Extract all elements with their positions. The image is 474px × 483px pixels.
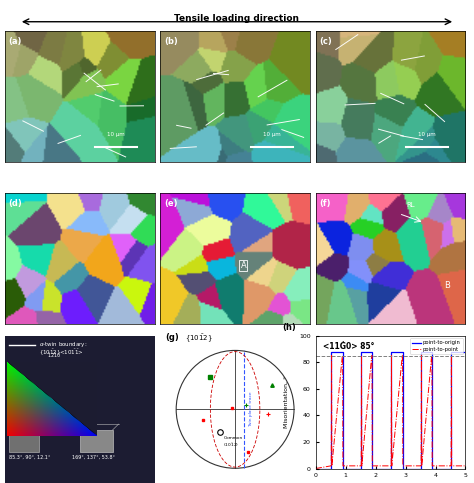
point-to-origin [400,466,405,471]
Text: 10 μm: 10 μm [108,131,125,137]
point-to-point [313,466,319,471]
point-to-origin [388,466,394,471]
Y-axis label: Misorientation, °: Misorientation, ° [284,376,289,428]
point-to-point [388,463,394,469]
Text: $\alpha$-twin boundary:: $\alpha$-twin boundary: [39,340,88,349]
point-to-point [449,463,455,469]
point-to-point [429,463,435,469]
Text: (c): (c) [319,37,332,46]
point-to-point [340,463,346,469]
Text: 85.3°, 90°, 12.1°: 85.3°, 90°, 12.1° [9,455,51,460]
point-to-point [400,463,406,469]
point-to-point [400,353,405,358]
Text: <11Ġ0> 85°: <11Ġ0> 85° [323,342,374,351]
Line: point-to-point: point-to-point [316,355,465,469]
point-to-origin [418,466,424,471]
Text: B: B [444,281,450,290]
point-to-point [401,463,406,469]
point-to-point [429,353,435,358]
point-to-origin [369,466,375,471]
Text: A: A [240,261,246,270]
point-to-point [448,353,454,358]
point-to-point [389,353,394,358]
point-to-origin [358,466,364,471]
Text: Common
(10$\bar{1}$2): Common (10$\bar{1}$2) [223,437,243,450]
Text: (d): (d) [9,199,22,208]
point-to-origin [358,349,364,355]
point-to-point [419,463,425,469]
point-to-origin [369,349,375,355]
Text: $\bar{1}$2$\bar{1}$0: $\bar{1}$2$\bar{1}$0 [47,351,61,360]
point-to-origin [400,349,405,355]
Text: Twin plane trace: Twin plane trace [249,392,253,427]
point-to-point [369,353,374,358]
Text: Twin:: Twin: [80,423,93,428]
point-to-point [340,353,346,358]
point-to-origin [340,349,346,355]
Line: point-to-origin: point-to-origin [316,352,465,469]
point-to-point [329,463,335,469]
Text: 10 μm: 10 μm [419,131,436,137]
Text: Matrix:: Matrix: [9,423,28,428]
point-to-point [339,353,345,358]
point-to-origin [418,349,424,355]
Text: 0001: 0001 [8,409,20,414]
point-to-origin [448,466,454,471]
point-to-origin [448,349,454,355]
Text: (a): (a) [9,37,22,46]
Text: (f): (f) [319,199,331,208]
point-to-point [429,353,435,358]
Text: 169°, 137°, 53.8°: 169°, 137°, 53.8° [72,455,115,460]
point-to-point [340,463,346,469]
FancyBboxPatch shape [9,430,39,452]
point-to-point [359,353,365,358]
point-to-point [359,463,365,469]
Text: 10 μm: 10 μm [263,131,281,137]
point-to-origin [388,349,394,355]
point-to-point [419,353,424,358]
point-to-origin [463,349,468,355]
Text: {10$\bar{1}$2}: {10$\bar{1}$2} [185,332,213,343]
Text: (b): (b) [164,37,178,46]
point-to-point [463,463,468,469]
point-to-point [328,463,334,469]
point-to-point [369,463,375,469]
point-to-origin [340,466,346,471]
Legend: point-to-origin, point-to-point: point-to-origin, point-to-point [410,338,463,354]
Text: (g): (g) [165,333,179,342]
point-to-point [358,463,364,469]
point-to-point [370,463,375,469]
Text: (h): (h) [283,324,296,332]
point-to-origin [313,466,319,471]
Text: {10$\bar{1}$2}<10$\bar{1}\bar{1}$>: {10$\bar{1}$2}<10$\bar{1}\bar{1}$> [39,348,84,357]
point-to-point [418,463,424,469]
FancyBboxPatch shape [80,430,113,452]
point-to-origin [429,466,435,471]
point-to-point [400,353,405,358]
point-to-origin [429,349,435,355]
point-to-point [429,463,435,469]
Text: 01$\bar{1}$0: 01$\bar{1}$0 [58,405,72,413]
Text: Orientation of grain A:: Orientation of grain A: [9,415,68,420]
point-to-point [358,463,364,469]
point-to-point [328,463,334,469]
point-to-point [369,353,375,358]
point-to-point [418,463,424,469]
Text: (e): (e) [164,199,177,208]
point-to-origin [328,349,334,355]
point-to-point [328,353,334,358]
point-to-point [388,463,394,469]
point-to-point [448,463,454,469]
point-to-point [448,463,454,469]
point-to-point [389,463,395,469]
Text: RL: RL [407,202,415,208]
Text: Tensile loading direction: Tensile loading direction [174,14,300,23]
point-to-origin [328,466,334,471]
